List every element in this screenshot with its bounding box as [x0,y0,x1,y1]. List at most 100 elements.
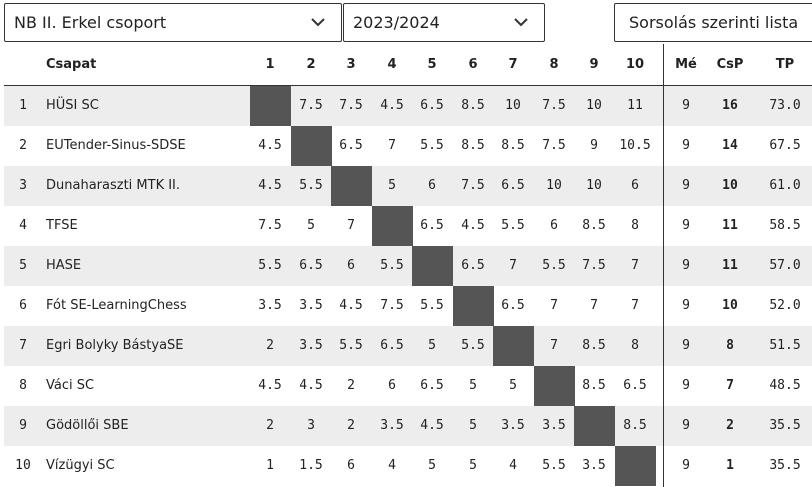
result-cell: 6.5 [501,298,525,313]
board-points-cell: 58.5 [769,218,801,233]
season-select[interactable]: 2023/2024 [343,3,545,42]
rank-cell: 10 [15,458,31,473]
result-cell: 5.5 [542,258,566,273]
result-cell: 6 [347,458,355,473]
result-cell: 5.5 [461,338,485,353]
result-cell: 5 [469,458,477,473]
played-cell: 9 [682,178,690,193]
result-cell: 8 [631,218,639,233]
board-points-cell: 48.5 [769,378,801,393]
result-cell: 8.5 [582,378,606,393]
round-column-header: 5 [427,57,437,72]
result-cell: 3.5 [380,418,404,433]
self-match-cell [574,406,615,446]
result-cell: 8.5 [461,138,485,153]
result-cell: 7.5 [542,98,566,113]
result-cell: 10.5 [619,138,651,153]
result-cell: 5 [469,418,477,433]
rank-cell: 1 [19,98,27,113]
board-points-cell: 35.5 [769,458,801,473]
match-points-cell: 2 [726,418,734,433]
rank-cell: 4 [19,218,27,233]
match-points-cell: 10 [722,298,738,313]
table-row[interactable]: 3 Dunaharaszti MTK II. 4.5 5.5 5 6 7.5 6.5 10 10 6… [4,166,812,206]
round-column-header: 1 [265,57,275,72]
result-cell: 10 [586,178,602,193]
result-cell: 5.5 [339,338,363,353]
board-points-cell: 35.5 [769,418,801,433]
result-cell: 7 [347,218,355,233]
result-cell: 6.5 [420,378,444,393]
order-select-value: Sorsolás szerinti lista [629,13,799,32]
match-points-cell: 7 [726,378,734,393]
result-cell: 3 [307,418,315,433]
played-cell: 9 [682,218,690,233]
rank-cell: 9 [19,418,27,433]
table-row[interactable]: 2 EUTender-Sinus-SDSE 4.5 6.5 7 5.5 8.5 8.5 7.5 9… [4,126,812,166]
table-row[interactable]: 6 Fót SE-LearningChess 3.5 3.5 4.5 7.5 5.5 6.5 7… [4,286,812,326]
result-cell: 7.5 [299,98,323,113]
table-row[interactable]: 5 HASE 5.5 6.5 6 5.5 6.5 7 5.5 7.5 7 9 11 57.0 [4,246,812,286]
board-points-cell: 52.0 [769,298,801,313]
result-cell: 4.5 [420,418,444,433]
match-points-column-header: CsP [716,57,744,72]
match-points-cell: 11 [722,258,738,273]
table-row[interactable]: 4 TFSE 7.5 5 7 6.5 4.5 5.5 6 8.5 8 9 11 58.5 [4,206,812,246]
result-cell: 3.5 [299,298,323,313]
order-select[interactable]: Sorsolás szerinti lista [614,3,812,42]
table-row[interactable]: 10 Vízügyi SC 1 1.5 6 4 5 5 4 5.5 3.5 9 1 35.5 [4,446,812,486]
result-cell: 5.5 [380,258,404,273]
round-column-header: 6 [468,57,478,72]
table-row[interactable]: 8 Váci SC 4.5 4.5 2 6 6.5 5 5 8.5 6.5 9 7 48.5 [4,366,812,406]
result-cell: 5 [428,458,436,473]
match-points-cell: 11 [722,218,738,233]
board-points-cell: 67.5 [769,138,801,153]
self-match-cell [615,446,656,486]
table-row[interactable]: 9 Gödöllői SBE 2 3 2 3.5 4.5 5 3.5 3.5 8.5 9 2 35.5 [4,406,812,446]
played-cell: 9 [682,378,690,393]
result-cell: 5 [428,338,436,353]
self-match-cell [453,286,494,326]
result-cell: 2 [347,418,355,433]
result-cell: 4.5 [258,178,282,193]
match-points-cell: 8 [726,338,734,353]
result-cell: 4 [388,458,396,473]
result-cell: 3.5 [582,458,606,473]
result-cell: 7 [388,138,396,153]
result-cell: 6.5 [380,338,404,353]
result-cell: 4.5 [339,298,363,313]
result-cell: 10 [505,98,521,113]
board-points-cell: 61.0 [769,178,801,193]
result-cell: 6.5 [299,258,323,273]
result-cell: 7.5 [258,218,282,233]
played-cell: 9 [682,258,690,273]
self-match-cell [493,326,534,366]
result-cell: 9 [590,138,598,153]
team-name: Váci SC [46,378,95,393]
team-name: Egri Bolyky BástyaSE [46,338,184,353]
played-cell: 9 [682,458,690,473]
result-cell: 8.5 [582,338,606,353]
round-column-header: 9 [589,57,599,72]
result-cell: 1.5 [299,458,323,473]
self-match-cell [372,206,413,246]
result-cell: 5 [509,378,517,393]
result-cell: 6 [428,178,436,193]
group-select[interactable]: NB II. Erkel csoport [4,3,342,42]
result-cell: 4.5 [461,218,485,233]
result-cell: 2 [266,338,274,353]
team-name: EUTender-Sinus-SDSE [46,138,186,153]
team-column-header: Csapat [46,57,97,72]
rank-cell: 7 [19,338,27,353]
result-cell: 2 [347,378,355,393]
rank-cell: 8 [19,378,27,393]
result-cell: 6 [347,258,355,273]
table-row[interactable]: 7 Egri Bolyky BástyaSE 2 3.5 5.5 6.5 5 5.5 7 8.5 8… [4,326,812,366]
table-row[interactable]: 1 HÜSI SC 7.5 7.5 4.5 6.5 8.5 10 7.5 10 11 9 16 73.0 [4,86,812,126]
rank-cell: 2 [19,138,27,153]
result-cell: 6.5 [339,138,363,153]
table-header: Csapat Mé CsP TP 1 2 3 4 5 6 7 8 9 10 [4,44,812,84]
result-cell: 6 [388,378,396,393]
team-name: Gödöllői SBE [46,418,129,433]
result-cell: 4.5 [258,138,282,153]
